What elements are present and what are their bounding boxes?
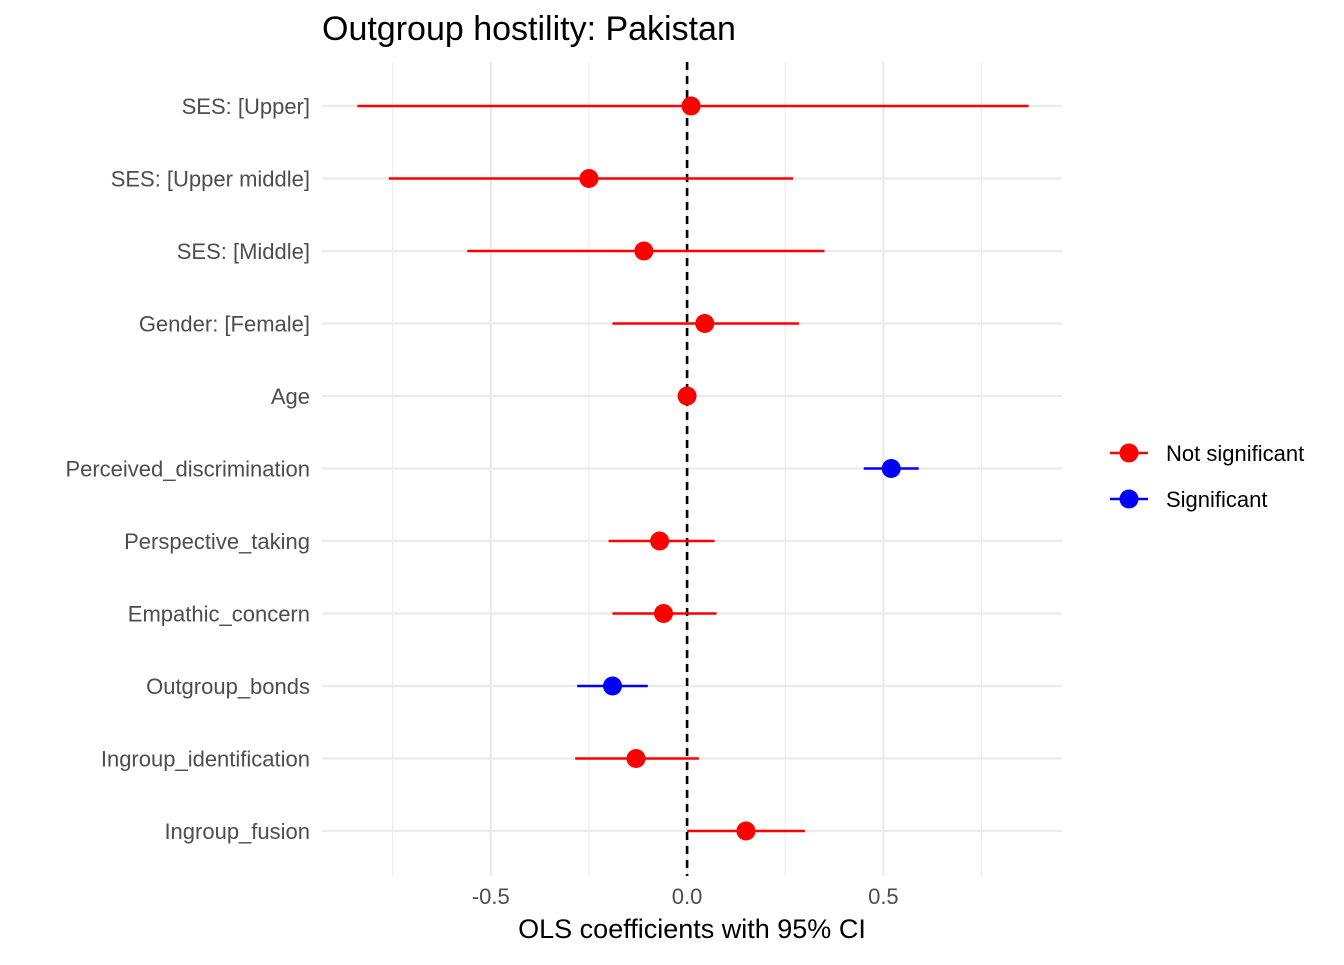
legend-item: Significant <box>1110 487 1268 512</box>
estimate-point <box>626 749 646 768</box>
marks-layer <box>357 96 1029 841</box>
y-tick-label: Perceived_discrimination <box>65 457 310 482</box>
y-tick-label: Age <box>271 384 310 409</box>
y-tick-label: Ingroup_identification <box>101 747 310 772</box>
y-tick-label: Ingroup_fusion <box>164 819 310 844</box>
legend-swatch <box>1119 489 1139 509</box>
legend-label: Not significant <box>1166 441 1304 466</box>
x-axis-title: OLS coefficients with 95% CI <box>518 914 866 944</box>
estimate-point <box>579 169 599 188</box>
y-tick-label: SES: [Upper] <box>182 94 310 119</box>
y-tick-label: Perspective_taking <box>124 529 310 554</box>
axis-labels-layer: SES: [Upper] SES: [Upper middle] SES: [Mid… <box>65 94 898 909</box>
x-tick-label: 0.5 <box>868 884 899 909</box>
x-tick-label: 0.0 <box>672 884 703 909</box>
grid-layer <box>322 62 1062 876</box>
legend-label: Significant <box>1166 487 1268 512</box>
legend-item: Not significant <box>1110 441 1304 466</box>
legend: Not significant Significant <box>1110 441 1304 512</box>
y-tick-label: Gender: [Female] <box>139 312 310 337</box>
y-tick-label: SES: [Middle] <box>177 239 310 264</box>
estimate-point <box>881 459 901 478</box>
estimate-point <box>677 386 697 406</box>
legend-swatch <box>1119 443 1139 463</box>
estimate-point <box>603 676 623 696</box>
y-tick-label: SES: [Upper middle] <box>111 167 310 192</box>
y-tick-label: Outgroup_bonds <box>146 674 310 699</box>
estimate-point <box>681 96 701 116</box>
estimate-point <box>650 531 670 551</box>
estimate-point <box>654 604 674 623</box>
estimate-point <box>736 821 756 841</box>
chart-title: Outgroup hostility: Pakistan <box>322 10 736 48</box>
x-tick-label: -0.5 <box>472 884 510 909</box>
estimate-point <box>634 241 654 261</box>
estimate-point <box>695 314 715 333</box>
y-tick-label: Empathic_concern <box>128 602 310 627</box>
